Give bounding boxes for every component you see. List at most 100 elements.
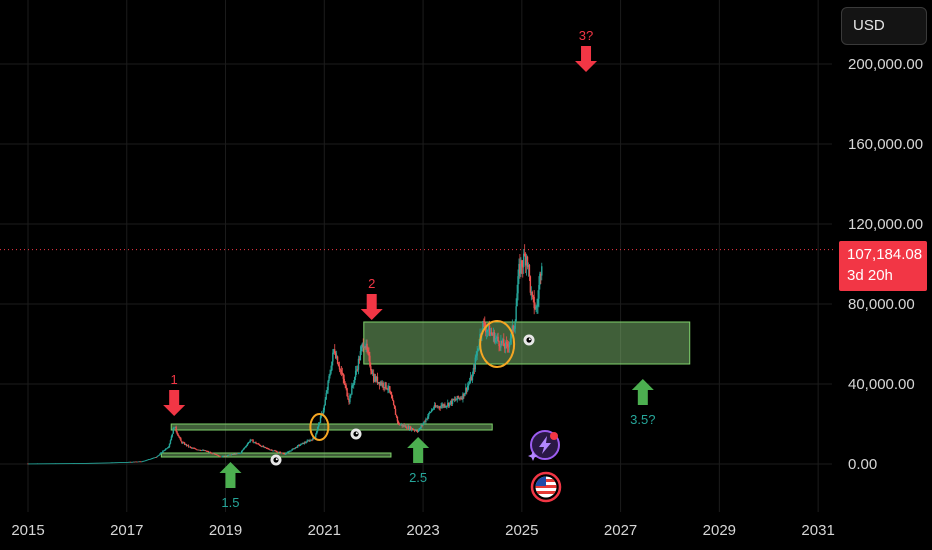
eye-icon[interactable] bbox=[270, 454, 282, 466]
candle-body bbox=[282, 453, 285, 455]
candle-body bbox=[152, 457, 155, 459]
candle-body bbox=[120, 462, 122, 463]
candle-body bbox=[515, 306, 517, 322]
candle-body bbox=[351, 385, 353, 395]
candle-body bbox=[232, 454, 234, 455]
candle-body bbox=[464, 392, 466, 397]
y-tick-label: 0.00 bbox=[848, 456, 877, 473]
candle-body bbox=[31, 463, 33, 465]
candle-body bbox=[200, 450, 202, 452]
lightning-event-icon[interactable] bbox=[528, 430, 560, 461]
candle-body bbox=[108, 462, 110, 464]
candle-body bbox=[27, 463, 29, 465]
bar-countdown: 3d 20h bbox=[847, 267, 893, 284]
candle-body bbox=[391, 394, 393, 399]
candle-body bbox=[410, 428, 413, 430]
candle-body bbox=[33, 463, 36, 465]
candle-body bbox=[238, 453, 240, 454]
candle-body bbox=[300, 443, 303, 445]
current-price-tag: 107,184.08 3d 20h bbox=[839, 241, 927, 291]
candle-body bbox=[148, 459, 151, 460]
y-tick-label: 40,000.00 bbox=[848, 376, 915, 393]
candle-body bbox=[401, 424, 403, 427]
candle-body bbox=[347, 396, 349, 400]
candle-body bbox=[288, 451, 290, 453]
candle-body bbox=[417, 430, 420, 432]
candle-body bbox=[175, 426, 177, 432]
candle-body bbox=[487, 325, 490, 331]
candle-body bbox=[316, 426, 319, 432]
candle-body bbox=[184, 444, 187, 446]
candle-body bbox=[340, 369, 343, 373]
candle-body bbox=[57, 463, 60, 465]
candle-body bbox=[46, 463, 48, 465]
candle-body bbox=[465, 387, 467, 393]
candle-body bbox=[335, 356, 338, 359]
candle-body bbox=[125, 462, 127, 463]
eye-icon[interactable] bbox=[523, 334, 535, 346]
candle-body bbox=[138, 461, 140, 463]
candle-body bbox=[127, 461, 129, 463]
candle-body bbox=[508, 342, 511, 348]
candle-body bbox=[62, 463, 64, 465]
candle-body bbox=[484, 322, 486, 328]
candle-body bbox=[294, 447, 296, 450]
candle-body bbox=[121, 462, 123, 463]
candle-body bbox=[67, 463, 69, 465]
candle-body bbox=[343, 378, 345, 384]
candle-body bbox=[453, 399, 456, 401]
candle-body bbox=[402, 425, 404, 427]
candle-body bbox=[153, 457, 156, 459]
candle-body bbox=[159, 453, 161, 456]
candle-body bbox=[91, 462, 94, 464]
candle-body bbox=[286, 452, 288, 454]
candle-body bbox=[360, 346, 363, 352]
candle-body bbox=[190, 447, 193, 449]
candle-body bbox=[81, 463, 83, 464]
current-price-value: 107,184.08 bbox=[847, 246, 923, 263]
candle-body bbox=[155, 457, 157, 458]
candle-body bbox=[255, 442, 257, 444]
candle-body bbox=[127, 461, 130, 463]
y-tick-label: 120,000.00 bbox=[848, 216, 923, 233]
candle-body bbox=[368, 351, 370, 356]
candle-body bbox=[332, 352, 334, 362]
event-markers[interactable] bbox=[270, 334, 562, 503]
candle-body bbox=[237, 453, 239, 455]
candle-body bbox=[51, 463, 53, 465]
candle-body bbox=[389, 386, 391, 392]
candle-body bbox=[489, 332, 492, 336]
candle-body bbox=[74, 463, 77, 464]
candle-body bbox=[89, 462, 92, 464]
arrow-annotations: 1 2 3? 1.5 2.5 3.5? bbox=[163, 28, 655, 510]
arrow-label: 2.5 bbox=[409, 470, 427, 485]
candle-body bbox=[285, 453, 288, 455]
candle-body bbox=[218, 455, 220, 457]
candle-body bbox=[410, 426, 412, 430]
candle-body bbox=[382, 382, 384, 388]
eye-icon[interactable] bbox=[350, 428, 362, 440]
candle-body bbox=[418, 428, 420, 431]
candle-body bbox=[51, 463, 54, 465]
candle-body bbox=[475, 355, 477, 358]
candle-body bbox=[353, 377, 356, 384]
candle-body bbox=[446, 405, 448, 407]
candle-body bbox=[448, 402, 450, 407]
candle-body bbox=[65, 463, 67, 465]
candle-body bbox=[92, 462, 95, 464]
candle-body bbox=[302, 442, 305, 444]
currency-selector-button[interactable]: USD bbox=[841, 7, 927, 45]
candle-body bbox=[299, 444, 302, 446]
us-flag-event-icon[interactable] bbox=[530, 471, 562, 503]
candle-body bbox=[115, 462, 118, 464]
candle-body bbox=[297, 445, 299, 448]
candle-body bbox=[247, 442, 250, 444]
candle-body bbox=[463, 393, 465, 397]
candle-body bbox=[413, 429, 416, 431]
candle-body bbox=[319, 416, 322, 423]
candle-body bbox=[191, 447, 193, 449]
candle-body bbox=[329, 373, 331, 377]
candle-body bbox=[338, 366, 341, 370]
candle-body bbox=[30, 463, 32, 465]
